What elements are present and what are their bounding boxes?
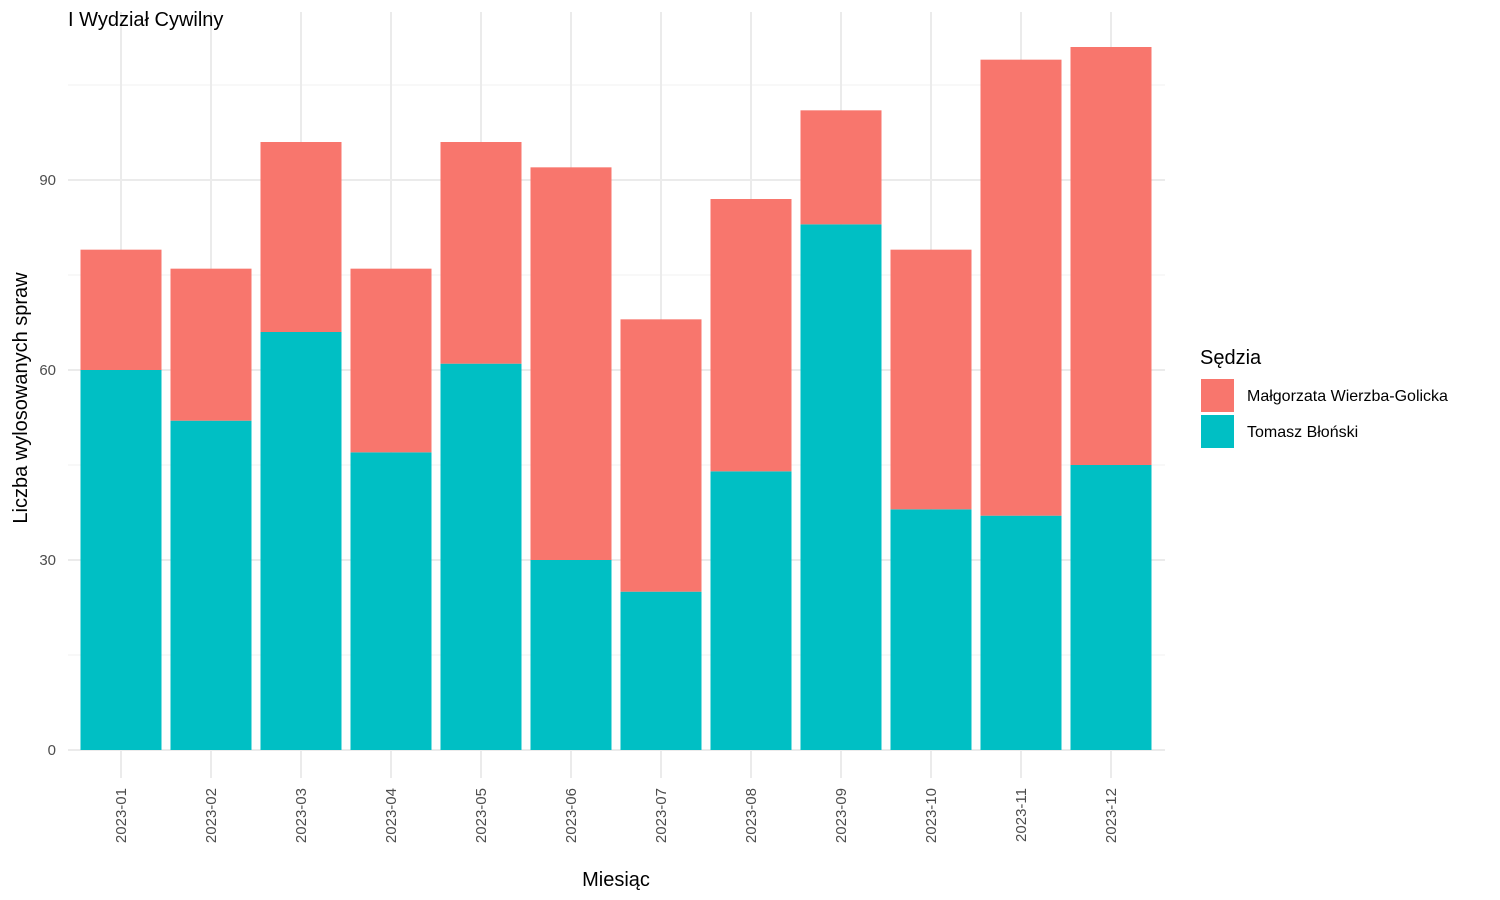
bar-segment bbox=[350, 268, 432, 453]
legend-key bbox=[1201, 415, 1234, 448]
bar-segment bbox=[530, 560, 612, 750]
x-tick-label: 2023-01 bbox=[113, 788, 130, 843]
x-tick-label: 2023-05 bbox=[473, 788, 490, 843]
x-tick-label: 2023-11 bbox=[1013, 788, 1030, 842]
bar-segment bbox=[170, 420, 252, 750]
legend-key bbox=[1201, 379, 1234, 412]
bar-segment bbox=[710, 471, 792, 750]
bar-segment bbox=[620, 319, 702, 592]
x-tick-label: 2023-02 bbox=[203, 788, 220, 843]
bar-segment bbox=[1070, 465, 1152, 750]
y-axis-title: Liczba wylosowanych spraw bbox=[10, 272, 32, 524]
bar-segment bbox=[800, 110, 882, 225]
bar-segment bbox=[440, 142, 522, 364]
bars bbox=[80, 47, 1152, 751]
bar-segment bbox=[80, 370, 162, 750]
x-tick-label: 2023-06 bbox=[563, 788, 580, 843]
chart-title: I Wydział Cywilny bbox=[68, 9, 223, 31]
bar-segment bbox=[620, 591, 702, 750]
bar-segment bbox=[980, 59, 1062, 516]
y-tick-label: 90 bbox=[39, 172, 56, 189]
x-tick-label: 2023-03 bbox=[293, 788, 310, 843]
bar-segment bbox=[1070, 47, 1152, 465]
bar-segment bbox=[710, 199, 792, 472]
legend: Sędzia Małgorzata Wierzba-Golicka Tomasz … bbox=[1200, 347, 1448, 448]
bar-segment bbox=[530, 167, 612, 561]
bar-segment bbox=[80, 249, 162, 370]
bar-segment bbox=[170, 268, 252, 421]
y-tick-label: 0 bbox=[48, 742, 56, 759]
y-tick-label: 30 bbox=[39, 552, 56, 569]
x-tick-label: 2023-09 bbox=[833, 788, 850, 843]
legend-label: Małgorzata Wierzba-Golicka bbox=[1247, 388, 1448, 405]
bar-segment bbox=[260, 142, 342, 332]
bar-segment bbox=[890, 509, 972, 750]
legend-label: Tomasz Błoński bbox=[1247, 424, 1358, 441]
y-tick-label: 60 bbox=[39, 362, 56, 379]
y-axis-ticks: 0 30 60 90 bbox=[39, 172, 56, 759]
x-tick-label: 2023-10 bbox=[923, 788, 940, 843]
x-tick-label: 2023-12 bbox=[1103, 788, 1120, 843]
bar-segment bbox=[890, 249, 972, 510]
bar-segment bbox=[800, 224, 882, 751]
bar-segment bbox=[350, 452, 432, 750]
bar-segment bbox=[260, 332, 342, 750]
legend-title: Sędzia bbox=[1200, 347, 1262, 369]
x-axis-ticks: 2023-01 2023-02 2023-03 2023-04 2023-05 2023-… bbox=[113, 788, 1120, 843]
x-tick-label: 2023-04 bbox=[383, 788, 400, 843]
x-tick-label: 2023-07 bbox=[653, 788, 670, 843]
x-axis-title: Miesiąc bbox=[582, 869, 650, 891]
x-tick-label: 2023-08 bbox=[743, 788, 760, 843]
bar-segment bbox=[980, 515, 1062, 750]
bar-segment bbox=[440, 363, 522, 750]
